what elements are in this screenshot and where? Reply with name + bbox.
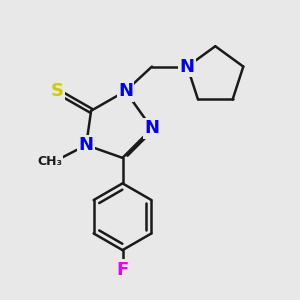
Text: N: N	[79, 136, 94, 154]
Text: CH₃: CH₃	[38, 155, 62, 168]
Text: N: N	[145, 119, 160, 137]
Text: N: N	[118, 82, 133, 100]
Text: F: F	[116, 261, 129, 279]
Text: S: S	[50, 82, 63, 100]
Text: N: N	[180, 58, 195, 76]
